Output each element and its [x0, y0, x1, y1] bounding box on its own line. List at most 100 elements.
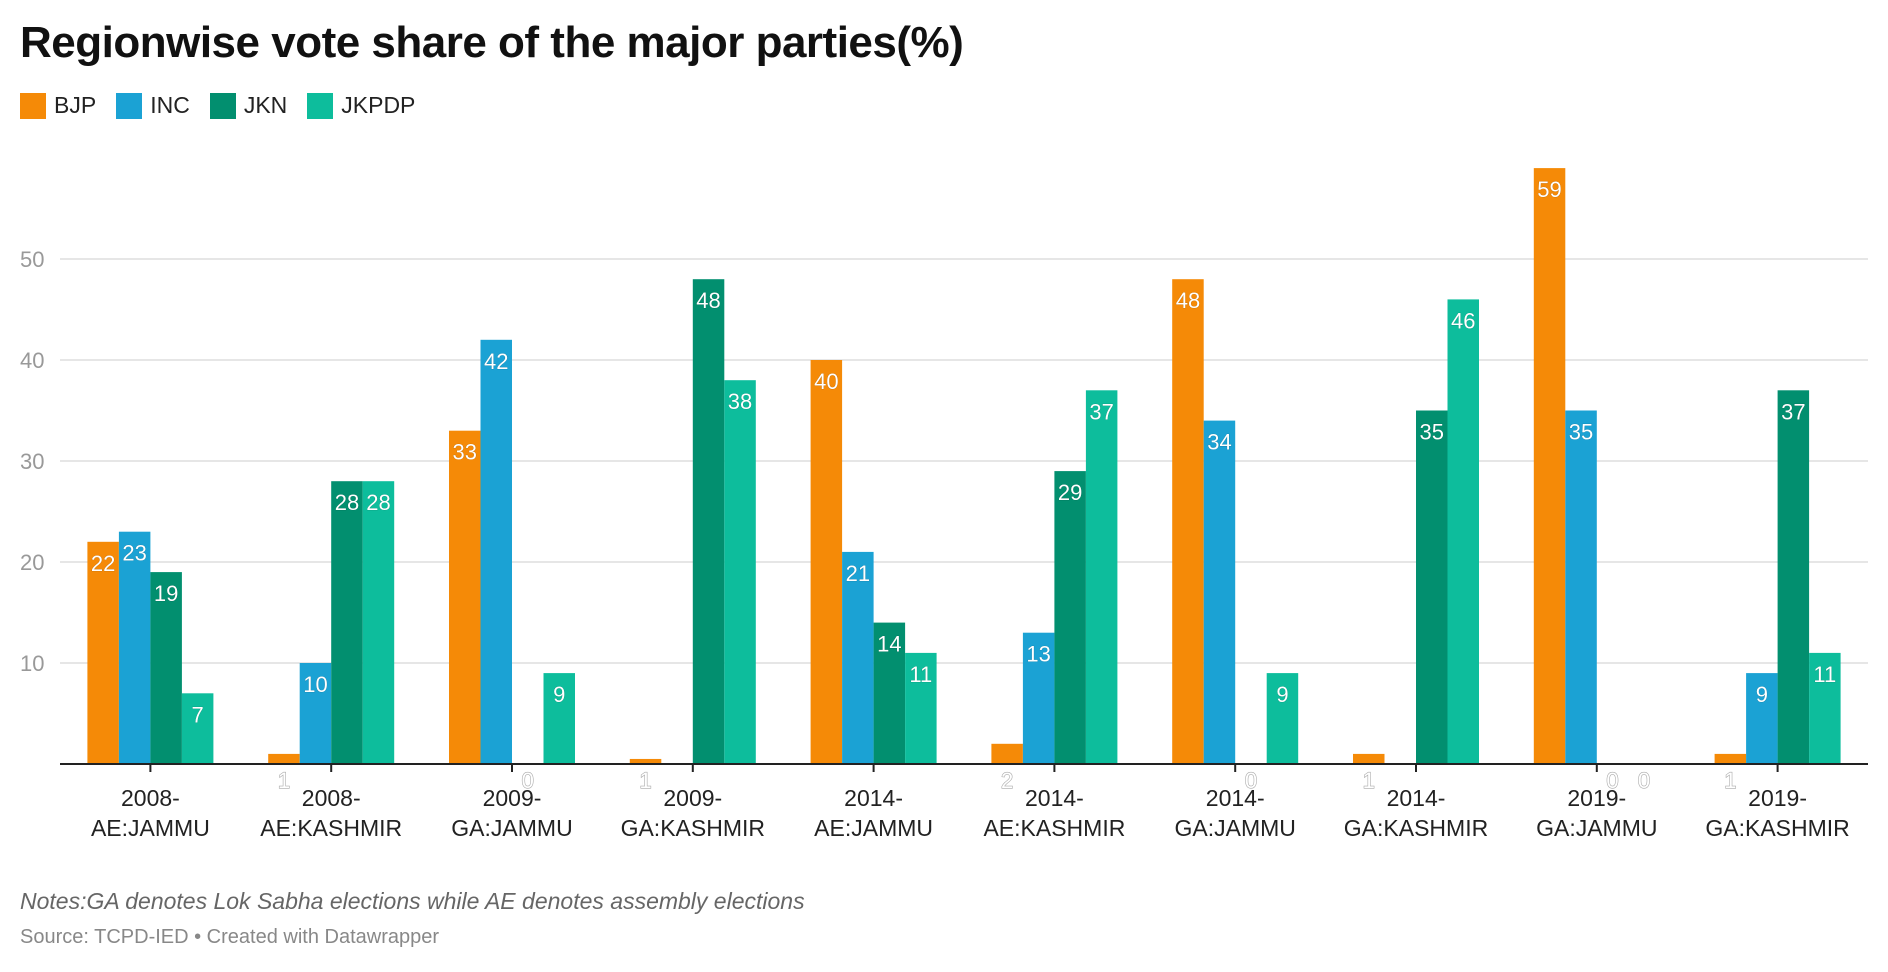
bar-bjp: [1353, 753, 1385, 764]
x-tick-label: 2014-: [1025, 785, 1084, 811]
x-tick-label: GA:KASHMIR: [1344, 815, 1488, 841]
bar-bjp: [87, 541, 119, 764]
bar-inc: [1022, 632, 1055, 764]
data-label: 10: [303, 672, 327, 697]
y-tick-label: 30: [20, 449, 44, 474]
data-label: 1: [1363, 768, 1375, 793]
x-tick-label: 2014-: [844, 785, 903, 811]
data-label: 0: [1638, 768, 1650, 793]
data-label: 28: [366, 490, 390, 515]
x-tick-label: AE:KASHMIR: [260, 815, 402, 841]
x-tick-label: 2008-: [302, 785, 361, 811]
x-tick-label: GA:KASHMIR: [1705, 815, 1849, 841]
bars: [87, 168, 1841, 765]
data-label: 11: [1813, 662, 1836, 687]
data-label: 33: [453, 440, 477, 465]
legend-label: INC: [150, 92, 190, 118]
data-label: 40: [814, 369, 838, 394]
bar-jkpdp: [1447, 299, 1479, 764]
data-label: 1: [639, 768, 651, 793]
y-tick-label: 50: [20, 247, 44, 272]
x-tick-label: 2009-: [663, 785, 722, 811]
bar-inc: [480, 339, 512, 764]
y-tick-label: 40: [20, 348, 44, 373]
data-label: 0: [522, 768, 534, 793]
y-tick-label: 10: [20, 651, 44, 676]
data-label: 9: [1276, 682, 1288, 707]
bar-inc: [299, 663, 332, 764]
bar-bjp: [991, 743, 1023, 764]
bar-jkn: [1777, 390, 1810, 764]
data-label: 28: [335, 490, 359, 515]
bar-jkn: [150, 572, 182, 764]
bar-jkn: [1416, 410, 1448, 764]
data-label: 48: [696, 288, 720, 313]
bar-jkn: [1054, 471, 1086, 764]
chart-title: Regionwise vote share of the major parti…: [20, 18, 964, 67]
legend-swatch: [20, 92, 46, 119]
data-label: 19: [154, 581, 178, 606]
bar-bjp: [268, 753, 300, 764]
bar-bjp: [1172, 279, 1204, 764]
data-label: 34: [1207, 430, 1231, 455]
data-label: 38: [728, 389, 752, 414]
data-label: 46: [1451, 308, 1475, 333]
x-tick-label: AE:KASHMIR: [983, 815, 1125, 841]
data-label: 7: [192, 702, 204, 727]
data-label: 21: [846, 561, 870, 586]
legend-item-bjp: BJP: [20, 92, 96, 119]
bar-bjp: [449, 430, 481, 764]
data-label: 1: [1724, 768, 1736, 793]
bar-jkpdp: [1085, 390, 1118, 764]
chart-legend: BJP INC JKN JKPDP: [20, 92, 415, 119]
bar-jkpdp: [1266, 673, 1299, 764]
bar-bjp: [810, 360, 843, 764]
data-label: 0: [1245, 768, 1257, 793]
x-tick-label: GA:JAMMU: [1536, 815, 1657, 841]
x-tick-label: 2009-: [483, 785, 542, 811]
data-label: 1: [278, 768, 290, 793]
y-tick-label: 20: [20, 550, 44, 575]
bar-bjp: [629, 758, 662, 764]
data-label: 23: [122, 541, 146, 566]
legend-label: JKN: [243, 92, 288, 118]
x-tick-label: AE:JAMMU: [91, 815, 210, 841]
legend-label: BJP: [54, 92, 97, 118]
bar-inc: [1565, 410, 1597, 764]
legend-item-jkpdp: JKPDP: [307, 92, 415, 119]
data-label: 9: [553, 682, 565, 707]
bar-jkpdp: [543, 673, 575, 764]
data-label: 9: [1756, 682, 1768, 707]
legend-label: JKPDP: [341, 92, 416, 118]
data-label: 2: [1001, 768, 1013, 793]
legend-swatch: [209, 92, 236, 119]
chart-source: Source: TCPD-IED • Created with Datawrap…: [20, 926, 440, 948]
legend-item-inc: INC: [116, 92, 190, 119]
legend-swatch: [307, 92, 334, 119]
x-tick-label: GA:JAMMU: [451, 815, 572, 841]
data-label: 59: [1537, 177, 1561, 202]
x-tick-label: GA:JAMMU: [1175, 815, 1296, 841]
chart-notes: Notes:GA denotes Lok Sabha elections whi…: [20, 888, 805, 914]
data-label: 0: [1606, 768, 1618, 793]
data-label: 37: [1089, 399, 1113, 424]
data-label: 35: [1420, 420, 1444, 445]
x-tick-label: AE:JAMMU: [814, 815, 933, 841]
x-tick-label: 2014-: [1206, 785, 1265, 811]
data-label: 22: [91, 551, 115, 576]
data-label: 37: [1781, 399, 1805, 424]
x-axis: 2008- AE:JAMMU 2008- AE:KASHMIR 2009- GA:JAMM…: [60, 763, 1868, 841]
bar-inc: [1203, 420, 1236, 764]
bar-jkpdp: [905, 652, 937, 764]
legend-item-jkn: JKN: [209, 92, 288, 119]
bar-bjp: [1714, 753, 1747, 764]
x-tick-label: 2019-: [1567, 785, 1626, 811]
data-label: 48: [1176, 288, 1200, 313]
bar-inc: [1746, 673, 1778, 764]
bar-jkn: [692, 279, 725, 764]
data-label: 11: [909, 662, 932, 687]
x-tick-label: 2019-: [1748, 785, 1807, 811]
data-label: 14: [877, 632, 901, 657]
bar-jkpdp: [362, 481, 395, 764]
